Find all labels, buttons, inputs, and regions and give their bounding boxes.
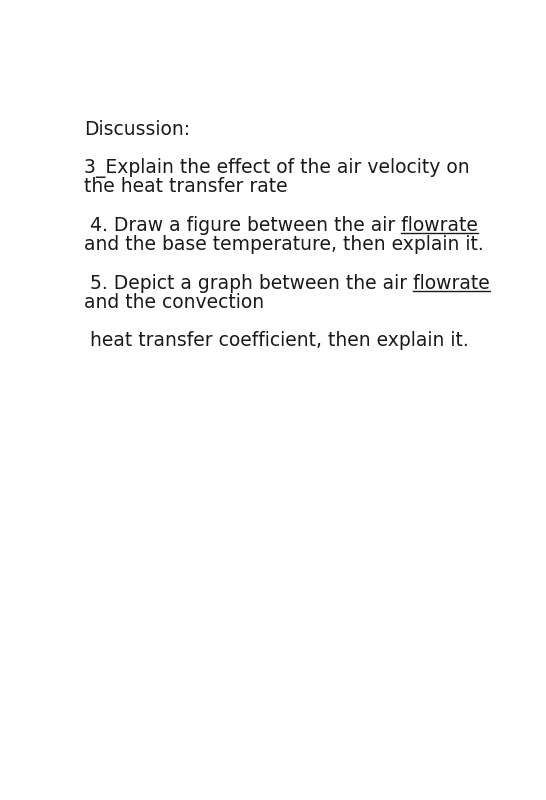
- Text: 5. Depict a graph between the air: 5. Depict a graph between the air: [84, 274, 413, 293]
- Text: and the convection: and the convection: [84, 293, 264, 312]
- Text: 4. Draw a figure between the air flowrate: 4. Draw a figure between the air flowrat…: [84, 216, 478, 235]
- Text: 3_Explain the effect of the air velocity on: 3_Explain the effect of the air velocity…: [84, 158, 470, 178]
- Text: Discussion:: Discussion:: [84, 120, 190, 138]
- Text: 4. Draw a figure between the air: 4. Draw a figure between the air: [84, 216, 401, 235]
- Text: the heat transfer rate: the heat transfer rate: [84, 178, 287, 197]
- Text: 4. Draw a figure between the air flowrate: 4. Draw a figure between the air flowrat…: [84, 216, 478, 235]
- Text: and the base temperature, then explain it.: and the base temperature, then explain i…: [84, 235, 484, 254]
- Text: heat transfer coefficient, then explain it.: heat transfer coefficient, then explain …: [84, 331, 468, 350]
- Text: 5. Depict a graph between the air flowrate: 5. Depict a graph between the air flowra…: [84, 274, 490, 293]
- Text: 5. Depict a graph between the air flowrate: 5. Depict a graph between the air flowra…: [84, 274, 490, 293]
